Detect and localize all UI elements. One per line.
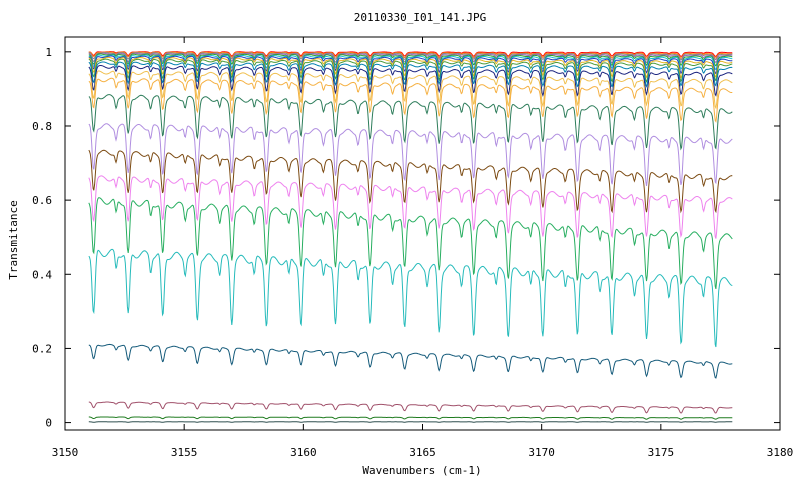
- ticks-group: 3150 3155 3160 3165 3170 3175 3180 0 0.2 0.4 0.6 0.…: [32, 37, 793, 459]
- x-axis-label: Wavenumbers (cm-1): [362, 464, 481, 477]
- series-line: [88, 56, 733, 79]
- y-tick-label: 0.4: [32, 268, 52, 281]
- x-tick-label: 3155: [171, 446, 198, 459]
- series-line: [88, 94, 733, 151]
- x-tick-label: 3160: [290, 446, 317, 459]
- y-axis-label: Transmitance: [7, 200, 20, 279]
- y-tick-label: 0.6: [32, 194, 52, 207]
- series-line: [88, 52, 733, 61]
- series-line: [88, 53, 733, 67]
- x-tick-label: 3170: [528, 446, 555, 459]
- series-line: [88, 123, 733, 186]
- series-line: [88, 58, 733, 84]
- series-line: [88, 77, 733, 123]
- series-line: [88, 197, 733, 290]
- series-line: [88, 401, 733, 414]
- x-tick-label: 3175: [648, 446, 675, 459]
- x-tick-label: 3150: [52, 446, 79, 459]
- x-tick-label: 3180: [767, 446, 794, 459]
- series-line: [88, 343, 733, 379]
- y-tick-label: 0.2: [32, 342, 52, 355]
- series-line: [88, 175, 733, 239]
- y-tick-label: 0: [45, 417, 52, 430]
- y-tick-label: 1: [45, 46, 52, 59]
- x-tick-label: 3165: [409, 446, 436, 459]
- series-line: [88, 61, 733, 88]
- series-group: [88, 51, 733, 423]
- series-line: [88, 70, 733, 110]
- series-line: [88, 149, 733, 214]
- series-line: [88, 51, 733, 59]
- series-line: [88, 416, 733, 420]
- series-line: [88, 54, 733, 71]
- series-line: [88, 248, 733, 348]
- series-line: [88, 65, 733, 98]
- y-tick-label: 0.8: [32, 120, 52, 133]
- series-line: [88, 55, 733, 75]
- chart-title: 20110330_I01_141.JPG: [354, 11, 486, 24]
